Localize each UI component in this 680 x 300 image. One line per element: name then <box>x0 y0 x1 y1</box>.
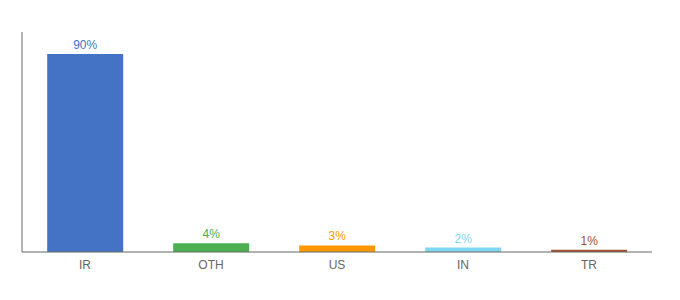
svg-text:90%: 90% <box>73 38 97 52</box>
svg-text:3%: 3% <box>329 229 347 243</box>
svg-text:US: US <box>329 258 346 272</box>
svg-text:OTH: OTH <box>198 258 223 272</box>
svg-text:IN: IN <box>457 258 469 272</box>
svg-text:IR: IR <box>79 258 91 272</box>
svg-text:4%: 4% <box>203 227 221 241</box>
svg-text:1%: 1% <box>581 234 599 248</box>
svg-text:2%: 2% <box>455 232 473 246</box>
svg-text:TR: TR <box>581 258 597 272</box>
